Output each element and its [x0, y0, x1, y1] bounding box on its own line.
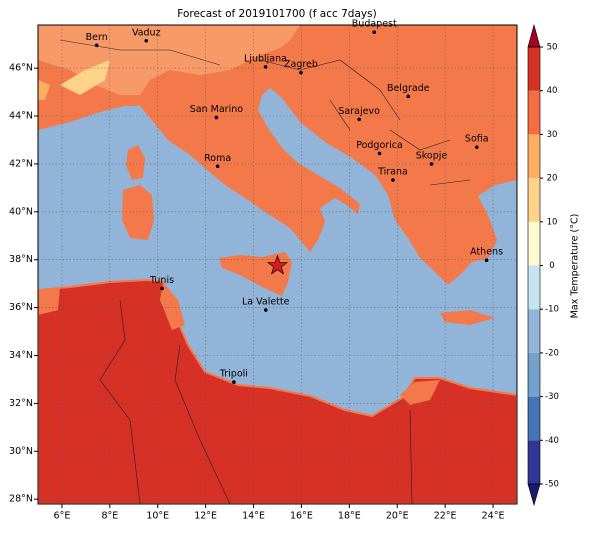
city-dot [299, 70, 303, 75]
city-dot [215, 164, 220, 169]
warm-area [400, 380, 440, 405]
city-label: San Marino [190, 104, 243, 115]
colorbar-tick-label: 0 [549, 261, 554, 271]
city-dot [160, 286, 164, 291]
city-label: Tunis [149, 275, 174, 286]
colorbar-bin [528, 309, 540, 353]
colorbar-tick-label: -40 [545, 436, 559, 446]
x-tick-label: 18°E [338, 511, 361, 522]
x-tick-label: 22°E [434, 511, 457, 522]
warm-area [38, 288, 60, 315]
city-dot [377, 151, 382, 156]
y-tick-label: 32°N [9, 398, 33, 409]
colorbar-label: Max Temperature (°C) [570, 214, 581, 319]
crete [440, 310, 495, 325]
city-dot [474, 145, 479, 149]
city-label: Sarajevo [338, 106, 380, 117]
colorbar-tick-label: -30 [545, 392, 559, 402]
city-dot [263, 308, 268, 312]
map [38, 25, 517, 504]
x-tick-label: 6°E [54, 511, 71, 522]
x-tick-label: 10°E [146, 511, 169, 522]
colorbar-tick-label: 40 [547, 86, 558, 96]
y-tick-label: 44°N [9, 111, 33, 122]
city-label: Sofia [465, 134, 489, 145]
city-label: Athens [470, 247, 503, 258]
city-label: La Valette [242, 297, 290, 308]
colorbar-over [527, 23, 541, 48]
x-tick-label: 8°E [101, 511, 118, 522]
city-dot [406, 94, 411, 99]
border [59, 39, 471, 504]
colorbar-bin [528, 90, 540, 135]
colorbar-tick-label: -10 [545, 305, 559, 315]
y-tick-label: 34°N [9, 350, 33, 361]
y-tick-label: 40°N [9, 206, 33, 217]
y-tick-label: 36°N [9, 302, 33, 313]
colorbar-bin [528, 440, 540, 484]
colorbar-under [527, 483, 541, 507]
city-label: Ljubljana [244, 53, 287, 64]
city-dot [484, 258, 489, 262]
city-label: Belgrade [387, 83, 430, 94]
africa [38, 278, 517, 504]
city-dot [391, 178, 395, 182]
colorbar-bin [528, 47, 540, 91]
chart-title: Forecast of 2019101700 (f acc 7days) [177, 8, 376, 20]
city-label: Tripoli [219, 369, 248, 380]
city-dot [263, 65, 268, 69]
city-label: Tirana [377, 166, 408, 177]
city-dot [232, 380, 236, 384]
corsica [126, 145, 145, 180]
alps-peak [60, 60, 110, 95]
x-tick-label: 20°E [386, 511, 409, 522]
warm-area [160, 282, 185, 330]
city-label: Roma [204, 153, 231, 164]
city-label: Bern [86, 32, 108, 43]
colorbar-tick-label: 10 [547, 217, 558, 227]
city-dot [372, 30, 377, 34]
colorbar-tick-label: -50 [545, 480, 559, 490]
colorbar-tick-label: -20 [545, 348, 559, 358]
city-label: Budapest [352, 19, 397, 30]
city-dot [144, 39, 149, 43]
colorbar-bin [528, 396, 540, 441]
y-tick-label: 38°N [9, 254, 33, 265]
x-tick-label: 12°E [194, 511, 217, 522]
city-label: Skopje [416, 150, 448, 161]
x-tick-label: 16°E [290, 511, 313, 522]
colorbar-bin [528, 352, 540, 397]
y-tick-label: 42°N [9, 158, 33, 169]
city-label: Vaduz [132, 27, 161, 38]
marker-star [266, 254, 289, 275]
city-dot [214, 115, 219, 120]
city-dot [429, 162, 434, 166]
y-tick-label: 30°N [9, 446, 33, 457]
x-tick-label: 24°E [482, 511, 505, 522]
city-dot [357, 117, 361, 122]
x-tick-label: 14°E [242, 511, 265, 522]
colorbar-tick-label: 20 [547, 174, 558, 184]
city-dot [94, 43, 99, 48]
sardinia [122, 185, 154, 240]
colorbar-tick-label: 30 [547, 130, 558, 140]
city-label: Podgorica [356, 140, 403, 151]
colorbar-tick-label: 50 [547, 43, 558, 53]
colorbar-bin [528, 221, 540, 266]
colorbar-bin [528, 134, 540, 179]
colorbar-bin [528, 178, 540, 222]
alps [38, 80, 50, 100]
map-frame [37, 24, 518, 505]
y-tick-label: 28°N [9, 494, 33, 505]
y-tick-label: 46°N [9, 63, 33, 74]
city-label: Zagreb [284, 59, 318, 70]
colorbar-bin [528, 265, 540, 310]
